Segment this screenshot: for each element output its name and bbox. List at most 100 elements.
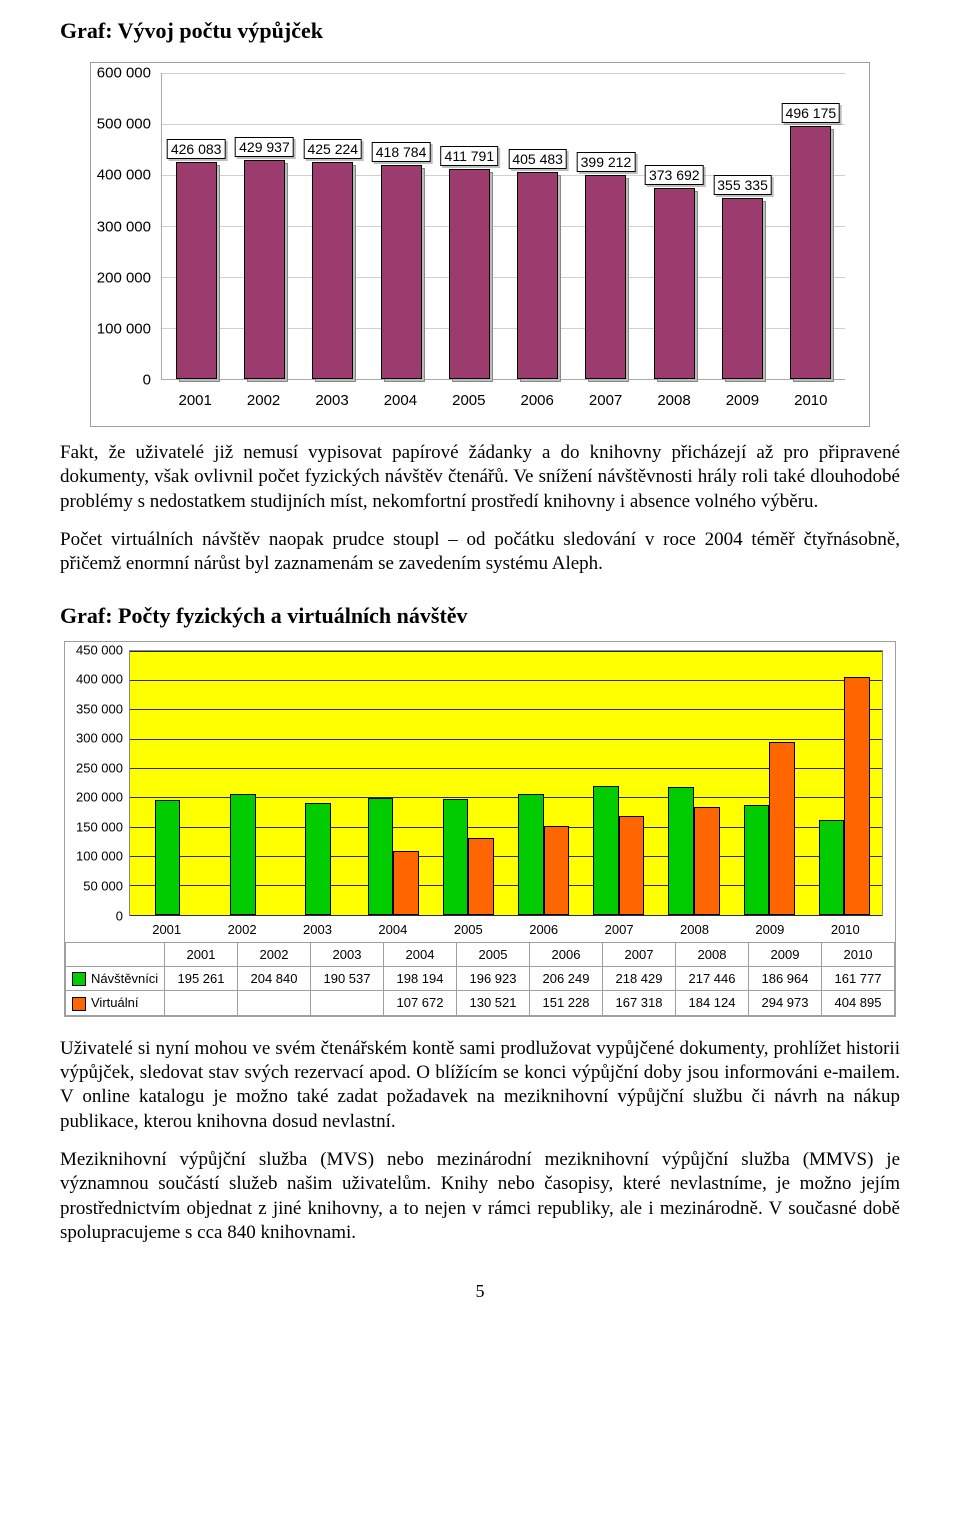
chart2-table-header: 2010	[822, 942, 895, 966]
chart2-legend-row: Návštěvníci	[66, 966, 165, 991]
chart1-value-label: 355 335	[713, 175, 772, 195]
chart2-table-cell: 167 318	[603, 991, 676, 1016]
chart1-gridline	[162, 124, 845, 125]
chart1-value-label: 373 692	[645, 165, 704, 185]
chart1-value-label: 496 175	[782, 103, 841, 123]
chart2-ytick: 400 000	[76, 672, 123, 687]
chart1-xtick: 2008	[657, 392, 690, 409]
chart2-x-axis: 2001200220032004200520062007200820092010	[129, 918, 883, 942]
chart1-plot: 426 083429 937425 224418 784411 791405 4…	[161, 73, 845, 380]
chart2-table-corner	[66, 942, 165, 966]
chart1-title: Graf: Vývoj počtu výpůjček	[60, 18, 900, 44]
chart2-xtick: 2010	[831, 922, 860, 937]
chart2-ytick: 0	[116, 908, 123, 923]
chart2-xtick: 2009	[755, 922, 784, 937]
chart1-bar	[381, 165, 422, 379]
chart2-table-cell	[238, 991, 311, 1016]
chart2-ytick: 450 000	[76, 642, 123, 657]
chart1-bar	[312, 162, 353, 379]
chart1-xtick: 2005	[452, 392, 485, 409]
chart2-table-cell: 190 537	[311, 966, 384, 991]
chart2-bar	[305, 803, 331, 915]
chart2-bar	[668, 787, 694, 915]
chart2-table-cell: 184 124	[676, 991, 749, 1016]
chart2-table-header: 2004	[384, 942, 457, 966]
chart2-xtick: 2006	[529, 922, 558, 937]
chart2-bar	[468, 838, 494, 915]
chart2-xtick: 2005	[454, 922, 483, 937]
paragraph-4: Meziknihovní výpůjční služba (MVS) nebo …	[60, 1148, 900, 1245]
chart2-table-header: 2001	[165, 942, 238, 966]
chart2-xtick: 2008	[680, 922, 709, 937]
chart2-ytick: 100 000	[76, 849, 123, 864]
chart2-y-axis: 050 000100 000150 000200 000250 000300 0…	[65, 650, 127, 916]
chart2-bar	[518, 794, 544, 915]
chart2-bar	[619, 816, 645, 914]
chart1-ytick: 200 000	[97, 269, 151, 286]
chart2-ytick: 200 000	[76, 790, 123, 805]
chart2-bar	[443, 799, 469, 915]
paragraph-1: Fakt, že uživatelé již nemusí vypisovat …	[60, 441, 900, 514]
chart1-xtick: 2002	[247, 392, 280, 409]
chart2-table-cell: 151 228	[530, 991, 603, 1016]
legend-swatch-icon	[72, 972, 86, 986]
chart1-xtick: 2004	[384, 392, 417, 409]
chart2-gridline	[130, 651, 882, 652]
chart1-xtick: 2001	[179, 392, 212, 409]
chart2-xtick: 2002	[228, 922, 257, 937]
chart1-bar	[722, 198, 763, 379]
chart2-bar	[819, 820, 845, 915]
chart1-value-label: 405 483	[508, 149, 567, 169]
chart2-legend-row: Virtuální	[66, 991, 165, 1016]
chart2-table-header: 2002	[238, 942, 311, 966]
chart2-table-cell: 130 521	[457, 991, 530, 1016]
chart2-ytick: 150 000	[76, 819, 123, 834]
chart2-gridline	[130, 680, 882, 681]
chart1-x-axis: 2001200220032004200520062007200820092010	[161, 386, 845, 416]
chart2-table-header: 2009	[749, 942, 822, 966]
chart1-ytick: 600 000	[97, 65, 151, 82]
chart2-table-header: 2007	[603, 942, 676, 966]
chart1-xtick: 2006	[521, 392, 554, 409]
chart2-table-cell: 196 923	[457, 966, 530, 991]
chart1-value-label: 426 083	[167, 139, 226, 159]
chart1-value-label: 399 212	[577, 152, 636, 172]
paragraph-2: Počet virtuálních návštěv naopak prudce …	[60, 528, 900, 577]
chart2-bar	[844, 677, 870, 915]
chart1-bar	[449, 169, 490, 379]
chart2-table-cell: 204 840	[238, 966, 311, 991]
chart2-xtick: 2003	[303, 922, 332, 937]
legend-swatch-icon	[72, 997, 86, 1011]
chart2-table-cell	[165, 991, 238, 1016]
page-number: 5	[60, 1281, 900, 1302]
chart2-bar	[593, 786, 619, 914]
chart1-xtick: 2010	[794, 392, 827, 409]
chart2-gridline	[130, 915, 882, 916]
chart2-table-cell: 206 249	[530, 966, 603, 991]
chart1-bar	[176, 162, 217, 379]
chart1-value-label: 425 224	[303, 139, 362, 159]
paragraph-3: Uživatelé si nyní mohou ve svém čtenářsk…	[60, 1037, 900, 1134]
chart2-ytick: 300 000	[76, 731, 123, 746]
chart2-ytick: 50 000	[83, 879, 123, 894]
chart2-bar	[744, 805, 770, 915]
chart1-ytick: 100 000	[97, 320, 151, 337]
chart2-table-cell: 294 973	[749, 991, 822, 1016]
chart1-bar	[517, 172, 558, 379]
chart2-ytick: 350 000	[76, 701, 123, 716]
chart2-table-cell: 404 895	[822, 991, 895, 1016]
chart2-table-header: 2003	[311, 942, 384, 966]
chart1-xtick: 2009	[726, 392, 759, 409]
chart1-xtick: 2003	[315, 392, 348, 409]
chart1-value-label: 418 784	[372, 142, 431, 162]
chart2-table-cell	[311, 991, 384, 1016]
chart1-ytick: 400 000	[97, 167, 151, 184]
chart1-bar	[654, 188, 695, 379]
chart1-ytick: 0	[143, 372, 151, 389]
chart2-data-table: 2001200220032004200520062007200820092010…	[65, 942, 895, 1016]
chart1-bar	[790, 126, 831, 379]
chart2-gridline	[130, 709, 882, 710]
chart2-bar	[368, 798, 394, 914]
chart2-xtick: 2007	[605, 922, 634, 937]
chart1-value-label: 429 937	[235, 137, 294, 157]
